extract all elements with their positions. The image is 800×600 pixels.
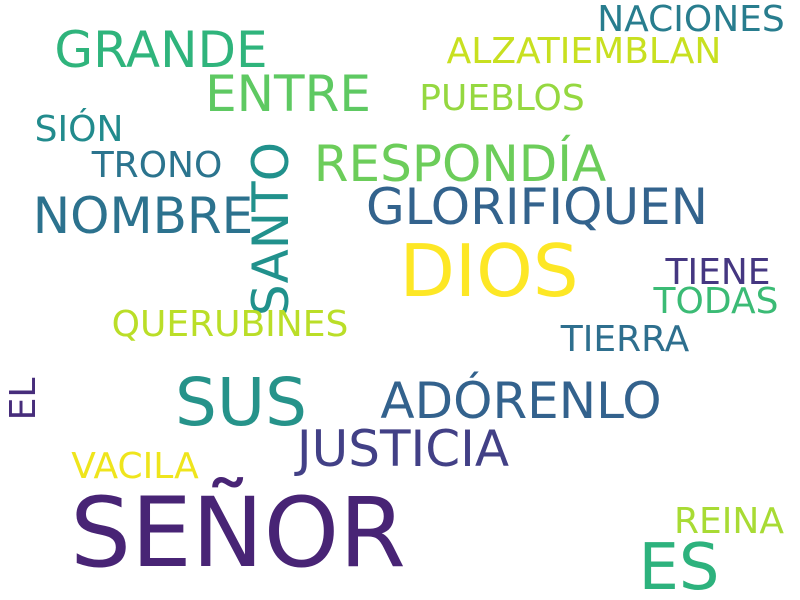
word-querubines: QUERUBINES (111, 304, 349, 345)
word-sion: SIÓN (34, 109, 124, 150)
word-glorifiquen: GLORIFIQUEN (365, 178, 709, 236)
word-adorenlo: ADÓRENLO (380, 372, 662, 430)
word-senor: SEÑOR (70, 477, 406, 589)
word-vacila: VACILA (71, 446, 199, 487)
word-entre: ENTRE (205, 65, 371, 123)
word-el: EL (3, 377, 44, 421)
word-sus: SUS (174, 364, 308, 441)
word-naciones: NACIONES (597, 0, 785, 40)
word-tierra: TIERRA (560, 319, 690, 360)
word-justicia: JUSTICIA (296, 420, 510, 478)
word-respondia: RESPONDÍA (313, 135, 607, 193)
word-nombre: NOMBRE (32, 187, 254, 245)
word-todas: TODAS (653, 281, 779, 322)
word-alzatiemblan: ALZATIEMBLAN (446, 31, 722, 72)
word-santo: SANTO (242, 141, 300, 317)
word-reina: REINA (674, 501, 784, 542)
word-es: ES (638, 531, 720, 600)
word-dios: DIOS (399, 229, 579, 313)
word-trono: TRONO (91, 145, 223, 186)
word-tiene: TIENE (665, 252, 771, 293)
word-grande: GRANDE (54, 21, 268, 79)
word-pueblos: PUEBLOS (419, 78, 585, 119)
